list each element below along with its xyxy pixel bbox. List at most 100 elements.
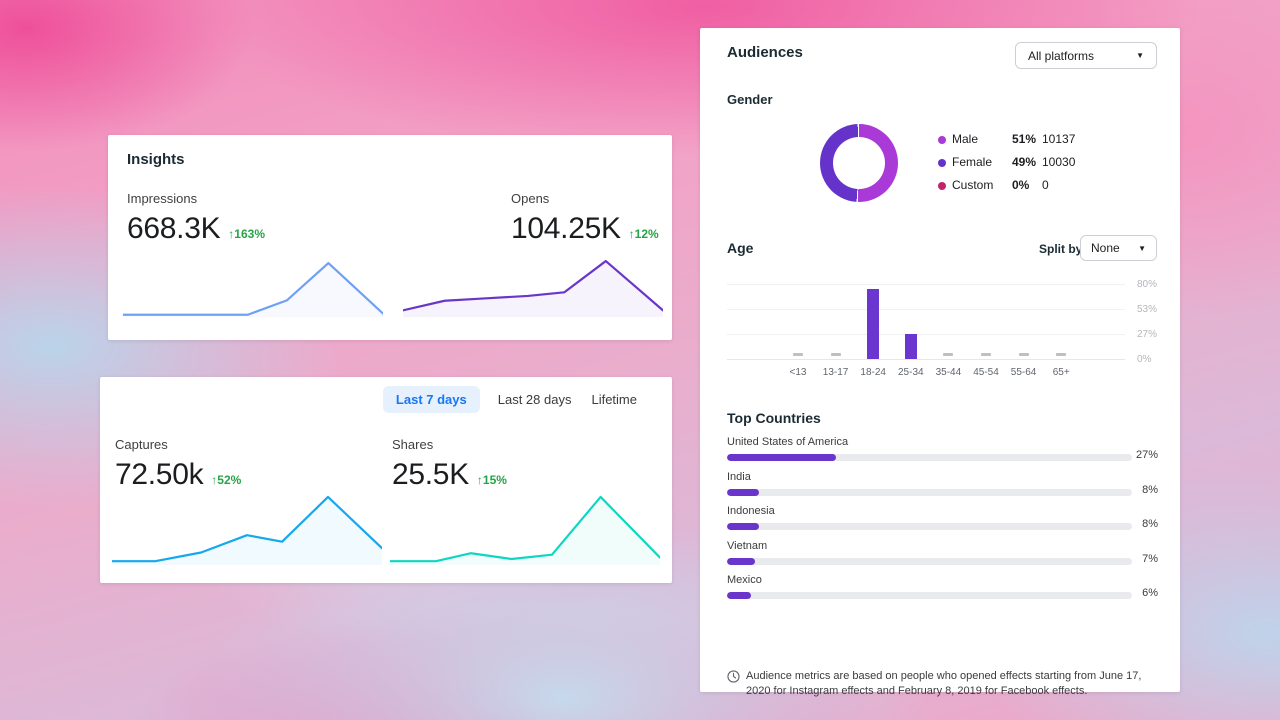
country-bar-fill — [727, 454, 837, 461]
clock-icon — [727, 670, 740, 683]
country-bar-fill — [727, 488, 760, 496]
age-category-label: 13-17 — [822, 367, 849, 378]
country-bar-fill — [727, 592, 752, 599]
male-dot-icon — [938, 136, 946, 144]
impressions-metric: Impressions 668.3K ↑163% — [127, 191, 389, 245]
age-zero-dash — [981, 353, 991, 356]
disclaimer-text: Audience metrics are based on people who… — [746, 670, 1142, 698]
country-percent: 27% — [1135, 449, 1158, 461]
up-arrow-icon: ↑ — [211, 473, 218, 487]
country-row-indonesia: Indonesia 8% — [727, 505, 1158, 535]
split-by-dropdown[interactable]: None ▼ — [1080, 235, 1157, 261]
age-zero-dash — [793, 353, 803, 356]
opens-metric: Opens 104.25K ↑12% — [511, 191, 763, 245]
country-percent: 7% — [1142, 552, 1158, 565]
country-percent: 8% — [1142, 518, 1158, 530]
age-zero-dash — [1018, 353, 1029, 356]
period-metrics-card: Last 7 days Last 28 days Lifetime Captur… — [100, 377, 672, 583]
age-category-label: 25-34 — [898, 367, 924, 378]
insights-card: Insights Impressions 668.3K ↑163% Opens … — [108, 135, 672, 340]
age-gridline — [727, 309, 1125, 310]
impressions-label: Impressions — [127, 191, 198, 206]
age-zero-dash — [943, 353, 954, 356]
shares-metric: Shares 25.5K ↑15% — [392, 437, 654, 491]
split-by-label: Split by — [1039, 242, 1083, 256]
country-bar-track — [727, 523, 1132, 530]
country-bar-fill — [727, 523, 760, 530]
tab-last-7-days[interactable]: Last 7 days — [382, 386, 480, 413]
country-row-vietnam: Vietnam 7% — [727, 540, 1158, 570]
country-name: Mexico — [727, 574, 762, 586]
captures-delta: ↑52% — [211, 473, 242, 487]
disclaimer: Audience metrics are based on people who… — [727, 669, 1151, 699]
age-category-label: 45-54 — [973, 367, 999, 378]
up-arrow-icon: ↑ — [228, 227, 235, 241]
male-label: Male — [952, 132, 979, 146]
age-category-label: 55-64 — [1010, 367, 1037, 378]
age-ytick-label: 27% — [1137, 328, 1158, 340]
country-bar-fill — [727, 557, 756, 565]
impressions-delta: ↑163% — [228, 227, 265, 241]
age-zero-dash — [1056, 353, 1067, 356]
age-bar — [904, 333, 917, 359]
shares-delta: ↑15% — [476, 473, 507, 487]
up-arrow-icon: ↑ — [628, 227, 635, 241]
country-name: United States of America — [727, 436, 849, 448]
female-count: 10030 — [1042, 155, 1076, 169]
age-bar-chart — [727, 276, 1125, 360]
country-bar-track — [727, 557, 1132, 565]
age-ytick-label: 53% — [1137, 304, 1158, 315]
age-category-label: 18-24 — [860, 367, 886, 378]
country-bar-track — [727, 592, 1132, 599]
age-ytick-label: 0% — [1137, 354, 1152, 365]
tab-last-28-days[interactable]: Last 28 days — [497, 392, 572, 407]
country-percent: 8% — [1142, 483, 1158, 496]
legend-row-male: Male 51% 10137 — [938, 132, 1148, 148]
male-count: 10137 — [1042, 132, 1076, 146]
legend-row-female: Female 49% 10030 — [938, 155, 1148, 171]
platform-dropdown-value: All platforms — [1028, 48, 1095, 63]
age-ytick-label: 80% — [1137, 278, 1158, 290]
country-percent: 6% — [1142, 587, 1158, 599]
date-range-tabs: Last 7 days Last 28 days Lifetime — [382, 386, 639, 413]
captures-metric: Captures 72.50k ↑52% — [115, 437, 377, 491]
female-dot-icon — [938, 159, 946, 167]
captures-label: Captures — [115, 437, 168, 452]
audiences-title: Audiences — [727, 44, 803, 61]
female-percent: 49% — [1012, 155, 1037, 169]
custom-count: 0 — [1042, 178, 1049, 192]
captures-value: 72.50k — [115, 458, 204, 491]
age-bar — [867, 289, 880, 359]
age-gridline — [727, 283, 1125, 285]
captures-sparkline-chart — [112, 488, 382, 565]
custom-label: Custom — [952, 178, 994, 192]
chevron-down-icon: ▼ — [1136, 51, 1144, 60]
age-category-label: 35-44 — [935, 367, 962, 378]
country-bar-track — [727, 488, 1132, 496]
custom-percent: 0% — [1012, 178, 1030, 192]
opens-label: Opens — [511, 191, 550, 206]
audiences-card: Audiences All platforms ▼ Gender Male 51… — [700, 28, 1180, 697]
country-bar-track — [727, 454, 1132, 461]
chevron-down-icon: ▼ — [1138, 243, 1146, 253]
age-heading: Age — [727, 240, 754, 256]
donut-hole — [833, 137, 885, 189]
age-category-label: <13 — [789, 367, 807, 378]
gender-donut-chart — [820, 124, 898, 202]
tab-lifetime[interactable]: Lifetime — [591, 392, 637, 407]
opens-sparkline-chart — [403, 253, 663, 318]
country-name: India — [727, 470, 751, 483]
platform-dropdown[interactable]: All platforms ▼ — [1015, 42, 1157, 69]
age-gridline — [727, 359, 1125, 360]
impressions-value: 668.3K — [127, 212, 221, 245]
country-name: Indonesia — [727, 505, 775, 517]
opens-value: 104.25K — [511, 212, 621, 245]
custom-dot-icon — [938, 182, 946, 190]
shares-sparkline-chart — [390, 488, 660, 565]
gender-heading: Gender — [727, 92, 773, 107]
opens-delta: ↑12% — [628, 227, 659, 241]
shares-value: 25.5K — [392, 458, 469, 491]
country-name: Vietnam — [727, 539, 768, 552]
country-row-mexico: Mexico 6% — [727, 574, 1158, 604]
country-row-usa: United States of America 27% — [727, 436, 1158, 466]
